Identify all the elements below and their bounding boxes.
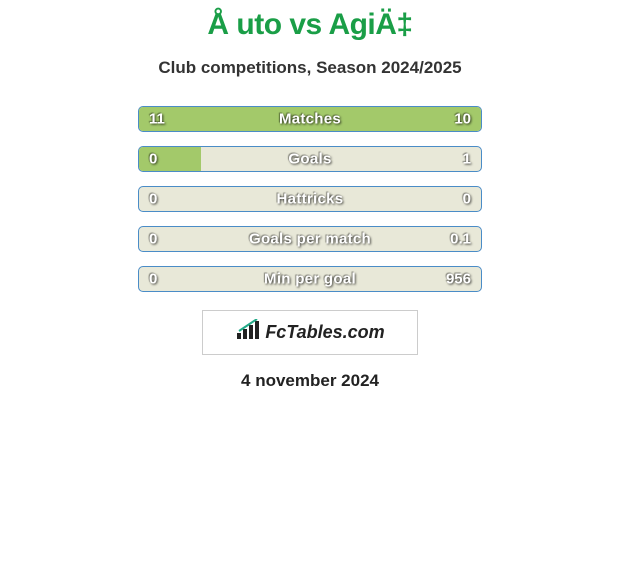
stat-row: Min per goal 0 956 (0, 266, 620, 292)
stat-bar: Hattricks 0 0 (138, 186, 482, 212)
stat-row: Goals 0 1 (0, 146, 620, 172)
stat-value-right: 956 (446, 271, 471, 288)
stat-value-right: 1 (463, 151, 471, 168)
stat-value-left: 0 (149, 231, 157, 248)
logo-text: FcTables.com (265, 322, 384, 343)
stat-value-right: 0 (463, 191, 471, 208)
stat-row: Hattricks 0 0 (0, 186, 620, 212)
stat-label: Hattricks (277, 191, 344, 208)
footer-logo: FcTables.com (202, 310, 418, 355)
stat-value-left: 11 (149, 111, 165, 128)
comparison-infographic: Å uto vs AgiÄ‡ Club competitions, Season… (0, 0, 620, 391)
stat-bar: Matches 11 10 (138, 106, 482, 132)
logo-content: FcTables.com (235, 319, 384, 346)
stat-label: Goals (288, 151, 331, 168)
stat-value-right: 0.1 (450, 231, 471, 248)
stat-bar: Goals per match 0 0.1 (138, 226, 482, 252)
stat-bar: Min per goal 0 956 (138, 266, 482, 292)
stat-label: Min per goal (264, 271, 356, 288)
stat-value-right: 10 (454, 111, 471, 128)
subtitle: Club competitions, Season 2024/2025 (0, 58, 620, 78)
stat-bar: Goals 0 1 (138, 146, 482, 172)
stat-label: Goals per match (249, 231, 371, 248)
stat-row: Matches 11 10 (0, 106, 620, 132)
chart-icon (235, 319, 261, 346)
stat-value-left: 0 (149, 151, 157, 168)
stat-row: Goals per match 0 0.1 (0, 226, 620, 252)
stat-value-left: 0 (149, 191, 157, 208)
page-title: Å uto vs AgiÄ‡ (0, 8, 620, 42)
stat-label: Matches (279, 111, 341, 128)
stat-value-left: 0 (149, 271, 157, 288)
date-text: 4 november 2024 (0, 371, 620, 391)
